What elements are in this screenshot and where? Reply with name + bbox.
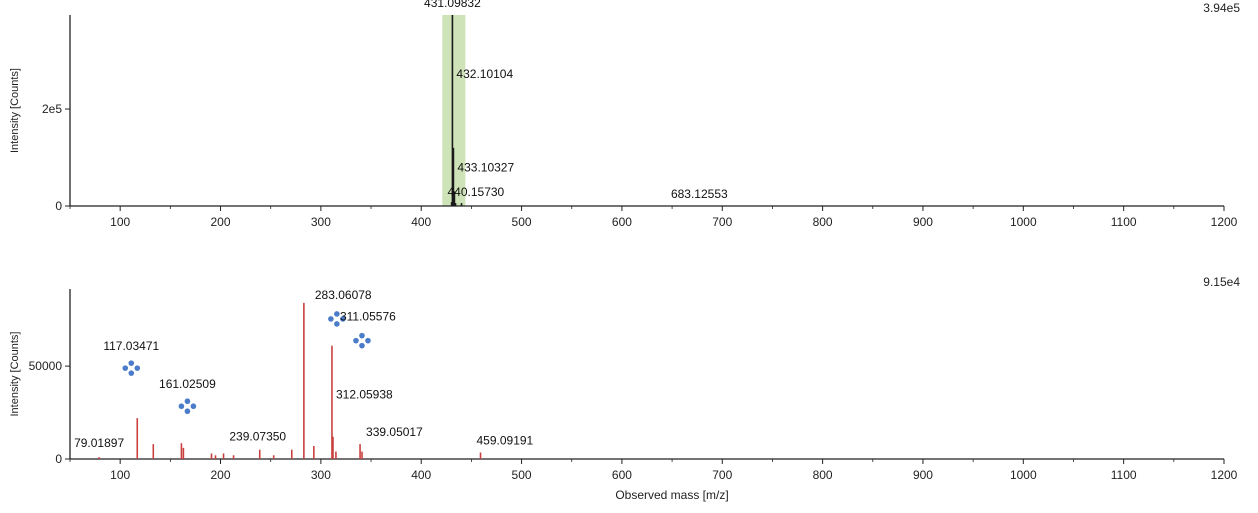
x-tick-label: 100 [110, 468, 130, 482]
peak-label: 433.10327 [457, 160, 514, 174]
x-tick-label: 200 [211, 215, 231, 229]
glycan-icon-dot [134, 365, 141, 371]
peak-label: 283.06078 [315, 288, 372, 302]
x-tick-label: 200 [211, 468, 231, 482]
x-tick-label: 500 [512, 468, 532, 482]
y-axis-label: Intensity [Counts] [9, 332, 21, 417]
x-tick-label: 1000 [1010, 468, 1037, 482]
max-intensity-label: 9.15e4 [1203, 275, 1240, 289]
x-tick-label: 300 [311, 468, 331, 482]
glycan-icon-dot [359, 332, 365, 339]
glycan-icon [328, 311, 346, 327]
peak-label: 79.01897 [74, 436, 124, 450]
x-tick-label: 1200 [1211, 215, 1238, 229]
x-tick-label: 400 [411, 468, 431, 482]
glycan-icon-dot [122, 365, 129, 371]
x-tick-label: 400 [411, 215, 431, 229]
glycan-icon-dot [184, 408, 191, 415]
glycan-icon-dot [334, 311, 340, 317]
glycan-icon-dot [340, 316, 346, 322]
x-tick-label: 500 [512, 215, 532, 229]
precursor-highlight [442, 15, 466, 206]
glycan-icon-dot [365, 337, 371, 344]
y-tick-label: 50000 [29, 359, 63, 373]
peak-label: 312.05938 [336, 388, 393, 402]
x-tick-label: 1200 [1211, 468, 1238, 482]
peak-label: 239.07350 [229, 430, 286, 444]
x-tick-label: 1100 [1111, 215, 1137, 229]
x-axis-label: Observed mass [m/z] [615, 488, 728, 502]
spectrum-panel-top: 100 200 300 400 500 600 700 800 900 1000 1100 1200 0… [9, 0, 1240, 229]
x-tick-label: 700 [712, 215, 732, 229]
glycan-icon [353, 332, 371, 349]
peak-label: 117.03471 [103, 339, 159, 353]
y-tick-label: 2e5 [42, 102, 62, 116]
x-tick-label: 800 [813, 468, 833, 482]
x-tick-label: 600 [612, 468, 632, 482]
glycan-icon-dot [328, 316, 334, 322]
x-tick-label: 1100 [1111, 468, 1137, 482]
x-tick-label: 1000 [1010, 215, 1037, 229]
x-tick-label: 300 [311, 215, 331, 229]
y-tick-label: 0 [55, 199, 62, 213]
peak-label: 459.09191 [477, 433, 534, 447]
glycan-icon-dot [128, 360, 135, 366]
glycan-icon-dot [359, 342, 365, 349]
max-intensity-label: 3.94e5 [1203, 1, 1240, 15]
x-tick-label: 900 [913, 468, 933, 482]
glycan-icon-dot [184, 398, 191, 405]
glycan-icon-dot [178, 403, 185, 410]
peak-label: 339.05017 [366, 425, 423, 439]
peak-label: 311.05576 [340, 310, 396, 324]
glycan-icon-dot [353, 337, 359, 344]
x-tick-label: 700 [712, 468, 732, 482]
x-tick-label: 100 [110, 215, 130, 229]
y-axis-label: Intensity [Counts] [9, 68, 21, 153]
peak-label: 431.09832 [424, 0, 481, 10]
x-tick-label: 800 [813, 215, 833, 229]
peak-label: 440.15730 [448, 185, 505, 199]
spectrum-panel-bottom: 100 200 300 400 500 600 700 800 900 1000 1100 1200 0… [9, 275, 1240, 502]
peak-label: 432.10104 [456, 67, 513, 81]
peak-label: 161.02509 [159, 377, 216, 391]
y-tick-label: 0 [55, 452, 62, 466]
x-tick-label: 600 [612, 215, 632, 229]
peak-label: 683.12553 [671, 187, 728, 201]
glycan-icon-dot [334, 321, 340, 327]
glycan-icon [178, 398, 197, 415]
glycan-icon [122, 360, 141, 376]
glycan-icon-dot [190, 403, 197, 410]
x-tick-label: 900 [913, 215, 933, 229]
glycan-icon-dot [128, 370, 135, 376]
